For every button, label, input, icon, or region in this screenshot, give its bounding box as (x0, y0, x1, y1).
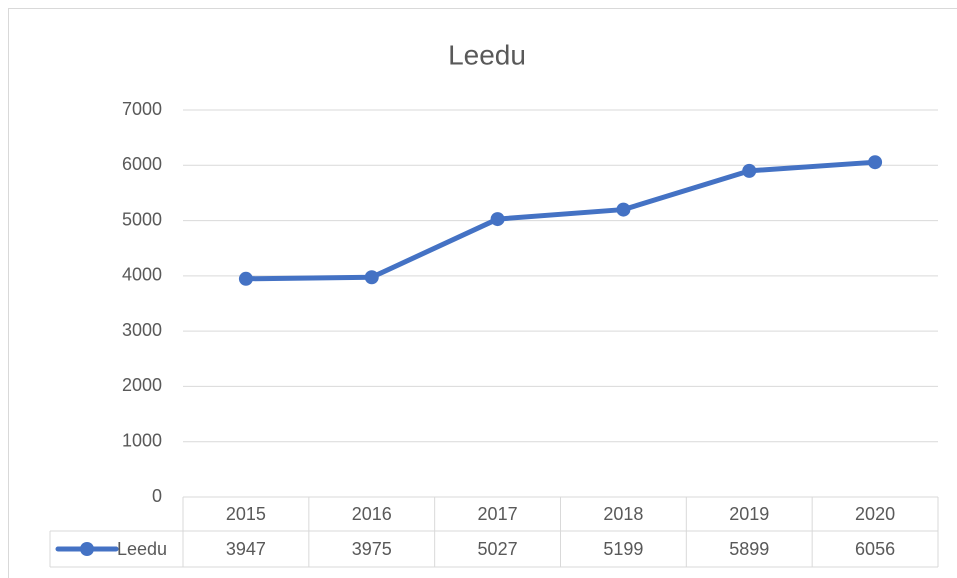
x-tick-label: 2019 (729, 504, 769, 524)
data-point (364, 270, 379, 285)
data-point (238, 271, 253, 286)
y-tick-label: 7000 (122, 99, 162, 119)
legend-label: Leedu (117, 539, 167, 559)
y-tick-label: 5000 (122, 209, 162, 229)
x-tick-label: 2017 (478, 504, 518, 524)
data-point (868, 155, 883, 170)
y-tick-label: 4000 (122, 265, 162, 285)
data-point (742, 163, 757, 178)
series-line (243, 159, 878, 282)
table-value: 6056 (855, 539, 895, 559)
data-point (616, 202, 631, 217)
legend-marker (80, 542, 94, 556)
y-tick-label: 0 (152, 486, 162, 506)
y-tick-label: 6000 (122, 154, 162, 174)
x-tick-label: 2020 (855, 504, 895, 524)
x-tick-label: 2016 (352, 504, 392, 524)
data-point (490, 212, 505, 227)
y-tick-label: 2000 (122, 375, 162, 395)
chart-title: Leedu (448, 39, 526, 70)
chart-border (8, 8, 957, 578)
x-tick-label: 2015 (226, 504, 266, 524)
x-tick-label: 2018 (603, 504, 643, 524)
table-value: 5199 (603, 539, 643, 559)
table-value: 3947 (226, 539, 266, 559)
y-tick-label: 3000 (122, 320, 162, 340)
table-value: 5027 (478, 539, 518, 559)
table-value: 3975 (352, 539, 392, 559)
y-tick-label: 1000 (122, 430, 162, 450)
table-value: 5899 (729, 539, 769, 559)
